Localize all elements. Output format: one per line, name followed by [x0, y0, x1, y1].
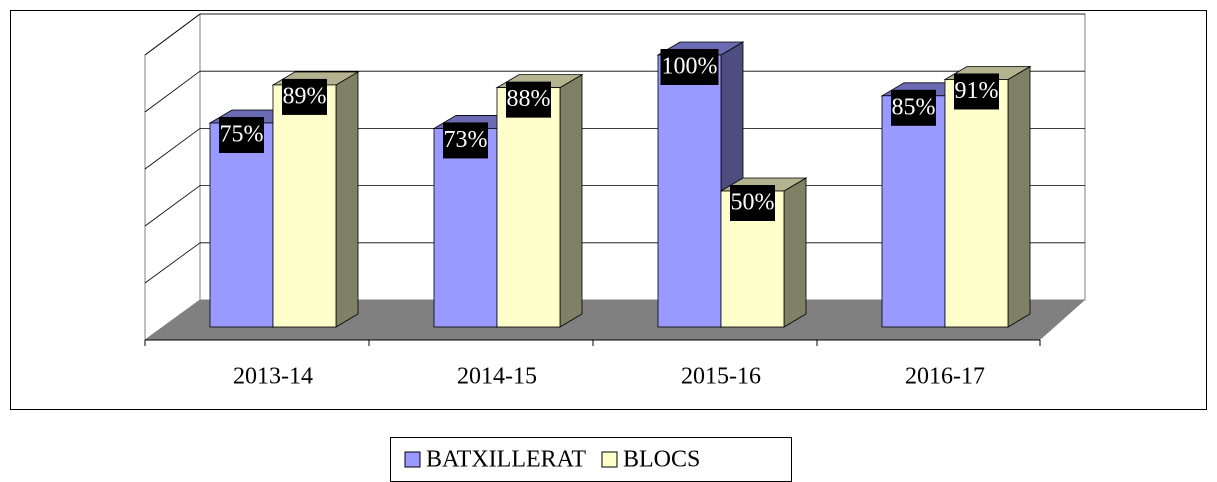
bar-side — [335, 71, 359, 328]
data-label-bg — [730, 185, 775, 221]
bar — [209, 122, 274, 328]
bar-side — [783, 177, 807, 328]
data-label: 88% — [507, 86, 551, 112]
bar — [272, 84, 337, 328]
floor — [145, 300, 1085, 340]
x-tick-label: 2014-15 — [457, 364, 537, 390]
bar — [944, 79, 1009, 328]
data-label: 89% — [283, 83, 327, 109]
grid-line — [144, 242, 201, 284]
data-label-bg — [891, 89, 936, 126]
bar-side — [1007, 65, 1031, 328]
data-label: 91% — [955, 78, 999, 104]
data-label: 75% — [220, 122, 264, 148]
legend-label: BLOCS — [623, 447, 700, 473]
legend-swatch — [601, 451, 618, 468]
data-label: 50% — [731, 190, 775, 216]
legend-box — [390, 437, 792, 482]
bar — [433, 128, 498, 328]
legend-swatch — [404, 451, 421, 468]
data-label: 100% — [662, 54, 718, 80]
x-tick-label: 2016-17 — [905, 364, 985, 390]
data-label-bg — [282, 78, 327, 115]
grid-line — [144, 70, 201, 113]
data-label-bg — [954, 73, 999, 110]
data-label-bg — [506, 81, 551, 118]
x-tick-label: 2013-14 — [233, 364, 313, 390]
grid-line — [144, 13, 201, 56]
bar — [657, 54, 722, 328]
data-label: 85% — [892, 94, 936, 120]
bar — [881, 95, 946, 328]
grid-line — [144, 185, 201, 227]
data-label: 73% — [444, 127, 488, 153]
bar-side — [559, 73, 583, 328]
legend-label: BATXILLERAT — [426, 447, 586, 473]
data-label-bg — [660, 49, 719, 85]
x-tick-label: 2015-16 — [681, 364, 761, 390]
data-label-bg — [443, 122, 488, 159]
data-label-bg — [219, 117, 264, 153]
bar — [496, 87, 561, 328]
side-wall — [144, 13, 201, 341]
grid-line — [144, 128, 201, 170]
